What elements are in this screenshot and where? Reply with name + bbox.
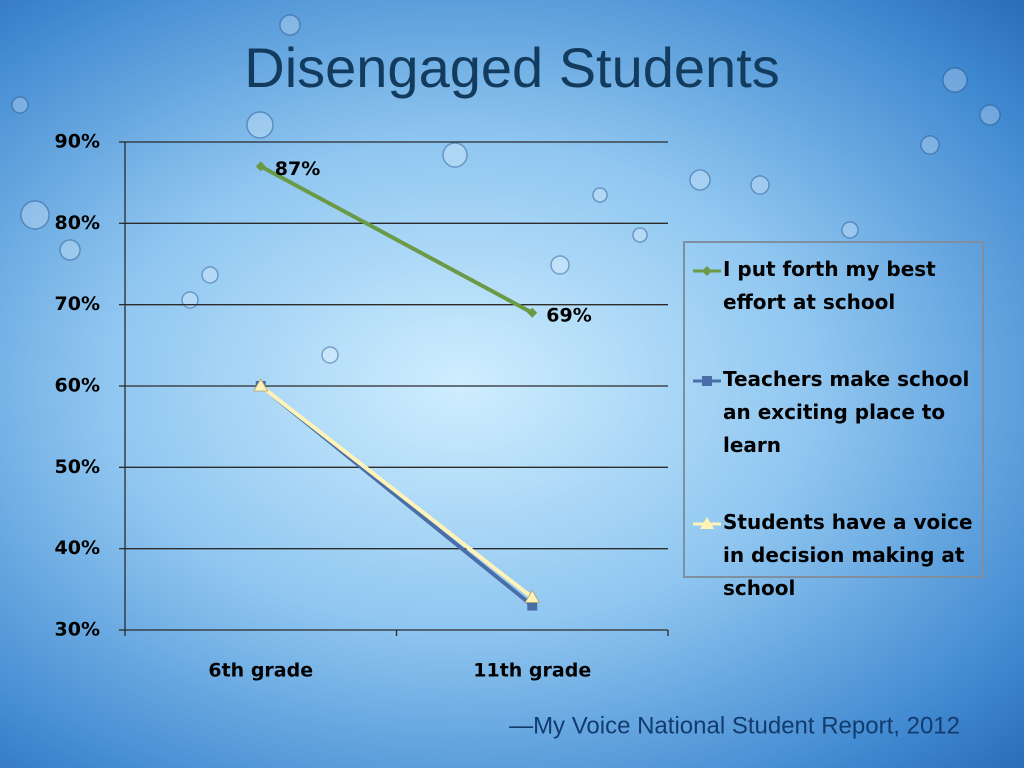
legend-marker xyxy=(700,517,714,529)
legend-swatch xyxy=(693,517,721,529)
source: —My Voice National Student Report, 2012 xyxy=(509,712,960,739)
series: 87% 69% xyxy=(255,158,592,326)
x-tick-label: 6th grade xyxy=(208,660,313,682)
legend-entry: I put forth my best effort at school xyxy=(691,253,976,319)
legend-entry: Students have a voice in decision making… xyxy=(691,506,976,605)
data-label: 87% xyxy=(275,158,320,180)
legend-label: Students have a voice in decision making… xyxy=(723,510,973,600)
legend-entry: Teachers make school an exciting place t… xyxy=(691,363,976,462)
data-label: 69% xyxy=(546,304,591,326)
line xyxy=(259,384,534,600)
line xyxy=(259,164,534,315)
marker xyxy=(527,307,538,318)
y-tick-label: 40% xyxy=(55,537,100,559)
legend-swatch xyxy=(693,376,721,386)
marker xyxy=(253,378,269,392)
marker xyxy=(527,600,538,611)
y-tick-label: 70% xyxy=(55,293,100,315)
y-tick-label: 80% xyxy=(55,212,100,234)
legend-label: Teachers make school an exciting place t… xyxy=(723,367,970,457)
legend-label: I put forth my best effort at school xyxy=(723,257,936,314)
drops xyxy=(11,14,1001,364)
legend-marker xyxy=(702,376,712,386)
y-tick-label: 50% xyxy=(55,456,100,478)
legend-swatch xyxy=(693,266,721,276)
chart-title: Disengaged Students xyxy=(244,36,780,99)
legend-marker xyxy=(702,266,712,276)
series xyxy=(253,378,540,603)
y-tick-label: 30% xyxy=(55,619,100,641)
y-tick-label: 90% xyxy=(55,131,100,153)
marker xyxy=(255,161,266,172)
x-tick-label: 11th grade xyxy=(473,660,591,682)
y-tick-label: 60% xyxy=(55,375,100,397)
marker xyxy=(524,589,540,603)
legend: I put forth my best effort at school Teac… xyxy=(683,241,984,600)
